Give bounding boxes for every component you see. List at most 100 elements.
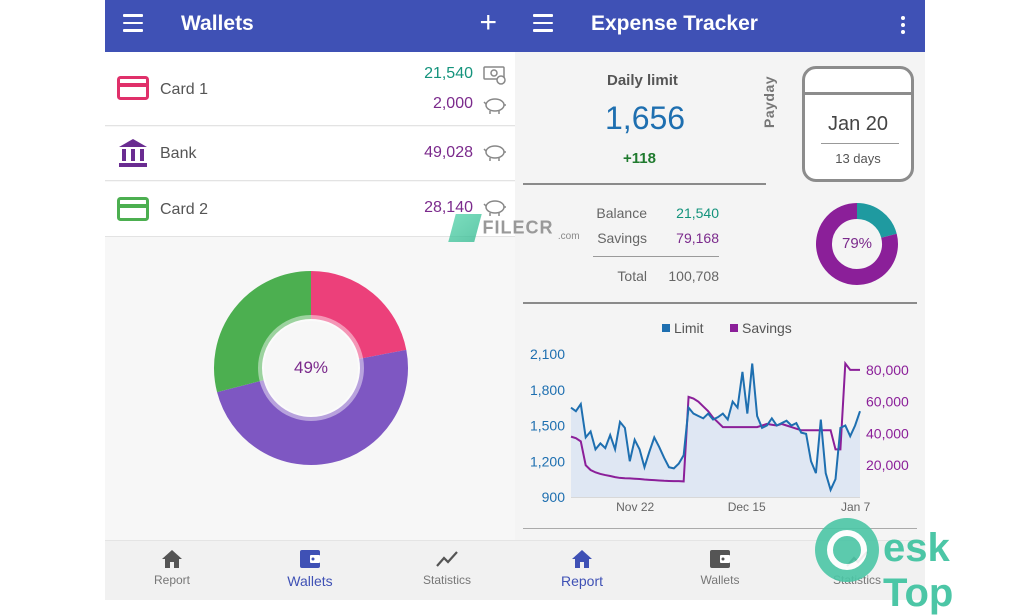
divider xyxy=(523,302,917,304)
bank-icon xyxy=(119,139,147,167)
nav-label: Wallets xyxy=(700,573,740,587)
payday-date: Jan 20 xyxy=(827,113,889,135)
credit-card-icon xyxy=(117,76,149,100)
nav-report[interactable]: Report xyxy=(527,549,637,589)
ratio-segment-savings xyxy=(816,203,898,285)
desktop-watermark: esk Top xyxy=(815,518,1030,615)
wallet-balance: 49,028 xyxy=(424,144,473,161)
wallet-name: Card 2 xyxy=(160,201,209,218)
x-tick-label: Jan 7 xyxy=(841,500,871,514)
legend-label-limit: Limit xyxy=(674,320,704,336)
nav-label: Wallets xyxy=(287,573,333,589)
y-left-tick-label: 1,500 xyxy=(530,418,565,434)
total-label: Total xyxy=(617,268,647,284)
expense-tracker-screen: Expense Tracker Daily limit 1,656 +118 P… xyxy=(515,0,925,600)
menu-icon[interactable] xyxy=(123,14,145,32)
nav-statistics[interactable]: Statistics xyxy=(392,549,502,587)
savings-ratio-donut[interactable]: 79% xyxy=(815,202,899,286)
credit-card-icon xyxy=(117,197,149,221)
savings-label: Savings xyxy=(597,230,647,246)
piggy-bank-icon xyxy=(483,145,506,161)
page-title: Expense Tracker xyxy=(591,12,758,35)
donut-segment-card-2[interactable] xyxy=(214,271,313,393)
daily-limit-label: Daily limit xyxy=(607,72,678,89)
series-line-limit xyxy=(570,363,861,493)
legend-swatch xyxy=(730,324,738,332)
donut-chart xyxy=(214,271,408,465)
calendar-icon xyxy=(805,69,911,95)
y-right-tick-label: 60,000 xyxy=(866,394,909,410)
divider xyxy=(523,183,766,185)
filecr-logo-icon xyxy=(448,214,482,242)
nav-label: Statistics xyxy=(422,573,471,587)
y-right-tick-label: 80,000 xyxy=(866,362,909,378)
y-left-tick-label: 1,200 xyxy=(530,453,565,469)
y-right-tick-label: 40,000 xyxy=(866,425,909,441)
nav-report[interactable]: Report xyxy=(117,549,227,587)
cash-icon xyxy=(483,66,506,85)
menu-icon[interactable] xyxy=(533,14,555,32)
limit-savings-chart[interactable]: Limit Savings 2,100 1,800 1,500 1,200 900 80,00… xyxy=(515,312,925,517)
wallet-row-bank[interactable]: Bank 49,028 xyxy=(105,127,515,181)
x-tick-label: Dec 15 xyxy=(728,500,766,514)
filecr-text: FILECR xyxy=(482,217,554,238)
wallet-balance: 21,540 xyxy=(424,65,473,82)
home-icon xyxy=(162,550,182,568)
more-options-icon[interactable] xyxy=(901,16,905,37)
home-icon xyxy=(572,550,592,568)
bottom-navigation: Report Wallets Statistics xyxy=(105,540,515,600)
ratio-segment-balance xyxy=(856,203,897,239)
page-title: Wallets xyxy=(181,12,254,35)
donut-inner-ring xyxy=(258,315,364,421)
balance-label: Balance xyxy=(596,205,647,221)
y-left-tick-label: 1,800 xyxy=(530,382,565,398)
donut-segment-card-1[interactable] xyxy=(309,271,407,360)
nav-wallets[interactable]: Wallets xyxy=(665,549,775,587)
daily-limit-value: 1,656 xyxy=(605,100,686,136)
donut-segment-bank[interactable] xyxy=(217,349,408,465)
daily-limit-delta: +118 xyxy=(623,150,656,167)
tracker-app-bar: Expense Tracker xyxy=(515,0,925,52)
wallet-share-donut[interactable]: 49% xyxy=(211,268,411,468)
chart-line-icon xyxy=(436,551,458,567)
donut-chart xyxy=(816,203,898,285)
y-left-tick-label: 2,100 xyxy=(530,346,565,362)
y-right-tick-label: 20,000 xyxy=(866,457,909,473)
divider xyxy=(523,528,917,529)
divider xyxy=(821,143,899,144)
filecr-watermark: FILECR .com xyxy=(448,214,580,242)
wallet-name: Bank xyxy=(160,145,197,162)
nav-wallets[interactable]: Wallets xyxy=(255,549,365,589)
donut-percentage: 49% xyxy=(293,358,329,377)
wallet-row-card-1[interactable]: Card 1 21,540 2,000 xyxy=(105,52,515,126)
wallet-savings: 2,000 xyxy=(432,95,473,112)
legend-label-savings: Savings xyxy=(742,320,792,336)
desktop-text: esk Top xyxy=(883,526,954,615)
wallets-app-bar: Wallets + xyxy=(105,0,515,52)
y-left-tick-label: 900 xyxy=(542,489,566,505)
wallets-screen: Wallets + Card 1 21,540 2,000 Bank xyxy=(105,0,515,600)
add-wallet-button[interactable]: + xyxy=(479,6,497,39)
total-value: 100,708 xyxy=(668,268,719,284)
nav-label: Report xyxy=(153,573,191,587)
payday-countdown: 13 days xyxy=(835,151,881,166)
x-tick-label: Nov 22 xyxy=(616,500,654,514)
piggy-bank-icon xyxy=(483,200,506,216)
piggy-bank-icon xyxy=(483,98,506,114)
divider xyxy=(593,256,719,257)
wallet-balance: 28,140 xyxy=(424,199,473,216)
payday-label: Payday xyxy=(761,75,777,128)
series-line-savings xyxy=(570,360,860,483)
filecr-suffix: .com xyxy=(557,231,580,242)
payday-calendar[interactable]: Jan 20 13 days xyxy=(802,66,914,182)
wallet-icon xyxy=(300,550,320,568)
wallet-icon xyxy=(710,550,730,568)
desktop-logo-icon xyxy=(815,518,879,582)
wallet-name: Card 1 xyxy=(160,81,209,98)
savings-value: 79,168 xyxy=(676,230,719,246)
wallet-row-card-2[interactable]: Card 2 28,140 xyxy=(105,182,515,237)
nav-label: Report xyxy=(560,573,604,589)
legend-swatch xyxy=(662,324,670,332)
balance-value: 21,540 xyxy=(676,205,719,221)
chart-legend: Limit Savings xyxy=(662,320,792,336)
